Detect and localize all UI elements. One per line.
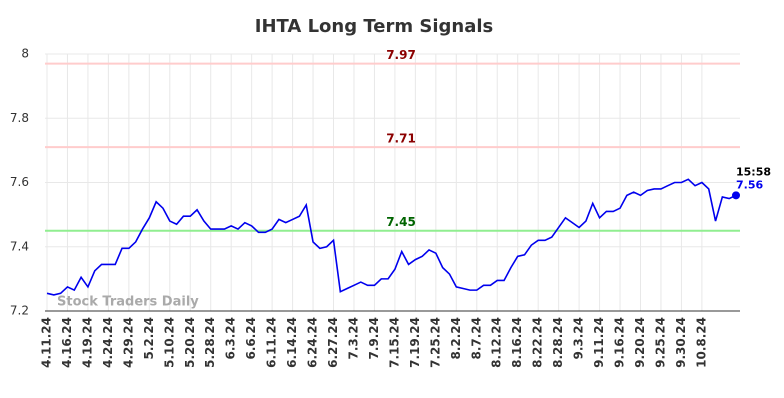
x-tick-label: 9.25.24 (653, 317, 667, 368)
x-tick-label: 10.8.24 (694, 317, 708, 368)
y-tick-label: 8 (21, 47, 29, 61)
x-tick-label: 9.11.24 (592, 317, 606, 368)
x-tick-label: 7.9.24 (367, 317, 381, 360)
x-tick-label: 4.19.24 (80, 317, 94, 368)
x-tick-label: 6.3.24 (224, 317, 238, 360)
x-tick-label: 8.28.24 (551, 317, 565, 368)
x-tick-label: 8.22.24 (531, 317, 545, 368)
x-tick-label: 5.28.24 (203, 317, 217, 368)
y-tick-label: 7.8 (10, 111, 29, 125)
y-tick-label: 7.2 (10, 304, 29, 318)
x-tick-label: 7.25.24 (428, 317, 442, 368)
x-tick-label: 6.24.24 (306, 317, 320, 368)
reference-label: 7.45 (386, 215, 416, 229)
reference-label: 7.97 (386, 48, 416, 62)
chart-title: IHTA Long Term Signals (255, 16, 494, 37)
x-tick-label: 9.3.24 (572, 317, 586, 360)
x-tick-label: 8.16.24 (510, 317, 524, 368)
x-tick-label: 9.20.24 (633, 317, 647, 368)
x-tick-label: 6.14.24 (285, 317, 299, 368)
x-tick-label: 5.20.24 (183, 317, 197, 368)
x-tick-label: 4.16.24 (60, 317, 74, 368)
last-value: 7.56 (736, 178, 763, 191)
watermark: Stock Traders Daily (57, 295, 199, 310)
y-tick-label: 7.6 (10, 175, 29, 189)
last-time: 15:58 (736, 165, 771, 178)
x-tick-label: 4.29.24 (121, 317, 135, 368)
x-tick-label: 8.7.24 (469, 317, 483, 360)
reference-label: 7.71 (386, 132, 416, 146)
price-line (46, 178, 737, 296)
x-tick-label: 8.12.24 (490, 317, 504, 368)
x-tick-label: 7.15.24 (387, 317, 401, 368)
x-tick-label: 7.19.24 (408, 317, 422, 368)
y-tick-label: 7.4 (10, 239, 29, 253)
x-tick-label: 4.24.24 (101, 317, 115, 368)
x-tick-label: 4.11.24 (40, 317, 54, 368)
last-point (732, 191, 740, 200)
x-tick-label: 9.30.24 (674, 317, 688, 368)
x-tick-label: 6.11.24 (265, 317, 279, 368)
x-tick-label: 5.10.24 (162, 317, 176, 368)
x-tick-label: 6.27.24 (326, 317, 340, 368)
x-tick-label: 5.2.24 (142, 317, 156, 360)
x-tick-label: 9.16.24 (613, 317, 627, 368)
x-tick-label: 8.2.24 (449, 317, 463, 360)
x-tick-label: 6.6.24 (244, 317, 258, 360)
x-tick-label: 7.3.24 (346, 317, 360, 360)
